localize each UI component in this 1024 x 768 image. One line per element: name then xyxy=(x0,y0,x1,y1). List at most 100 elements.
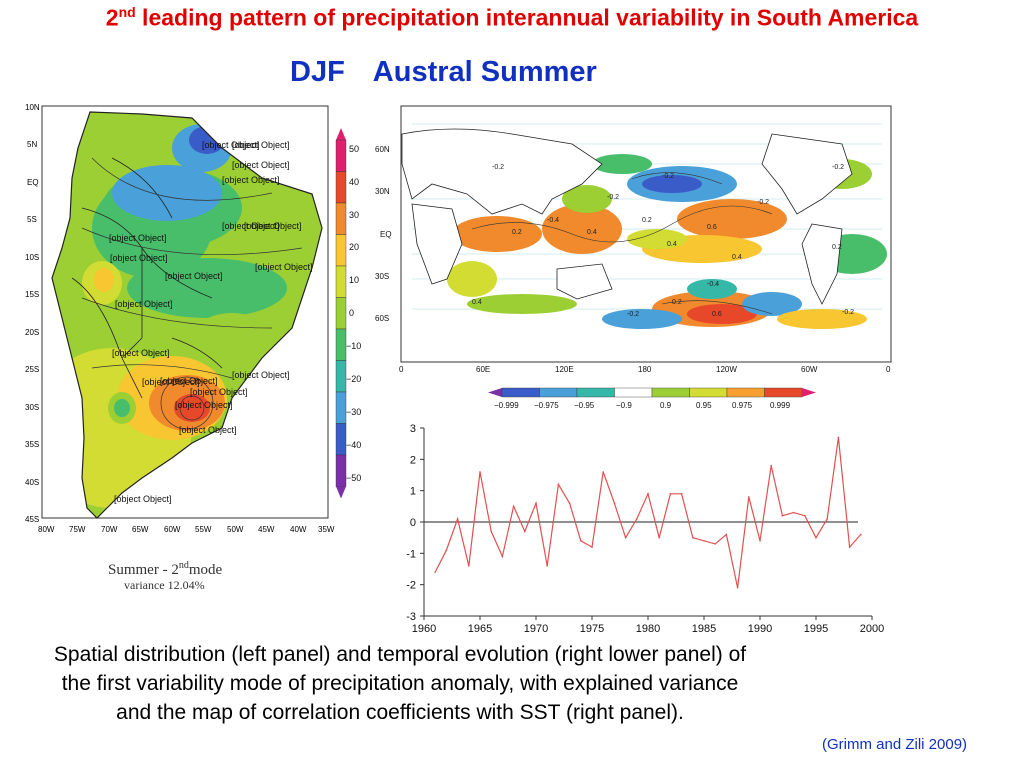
south-america-map: 10N 5N EQ 5S 10S 15S 20S 25S 30S 35S 40S… xyxy=(25,103,335,534)
lat-label: 40S xyxy=(25,478,39,487)
lon-label: 70W xyxy=(101,525,118,534)
data-point xyxy=(557,483,560,486)
colorbar-segment xyxy=(501,387,540,398)
lat-label: 10S xyxy=(25,253,39,262)
x-tick-label: 1995 xyxy=(804,623,828,635)
data-point xyxy=(736,587,739,589)
contour-label: [object Object] xyxy=(114,494,172,504)
colorbar-label: −40 xyxy=(346,440,361,450)
colorbar-segment xyxy=(335,234,347,267)
lat-label: 15S xyxy=(25,290,39,299)
lat-label: EQ xyxy=(380,230,392,239)
x-tick-label: 1965 xyxy=(468,623,492,635)
lat-label: 5S xyxy=(27,215,37,224)
sst-contour-label: 0.2 xyxy=(672,299,682,306)
sst-contour-label: -0.2 xyxy=(662,173,674,180)
y-tick-label: 3 xyxy=(410,423,416,435)
colorbar-label: 50 xyxy=(349,144,359,154)
lon-label: 75W xyxy=(69,525,86,534)
left-lon-labels: 80W 75W 70W 65W 60W 55W 50W 45W 40W 35W xyxy=(38,525,335,534)
australia-outline xyxy=(556,263,613,300)
data-point xyxy=(781,514,784,517)
slide-title: 2nd leading pattern of precipitation int… xyxy=(105,4,919,31)
continents xyxy=(401,128,853,305)
colorbar-arrow-right xyxy=(802,388,816,397)
colorbar-arrow-bottom xyxy=(336,486,346,499)
lat-label: EQ xyxy=(27,178,39,187)
colorbar-segments xyxy=(488,387,816,398)
data-point xyxy=(546,565,548,567)
data-point xyxy=(826,518,828,520)
north-america-outline xyxy=(761,133,853,215)
season-label: DJF xyxy=(290,56,345,88)
colorbar-segments xyxy=(335,128,347,499)
variance-label: variance 12.04% xyxy=(124,578,205,592)
colorbar-label: −0.999 xyxy=(494,401,519,410)
colorbar-label: 30 xyxy=(349,210,359,220)
data-point xyxy=(815,536,817,539)
sst-contour-label: 0.6 xyxy=(712,311,722,318)
data-point xyxy=(479,471,481,473)
data-point xyxy=(613,502,616,504)
x-tick-label: 1980 xyxy=(636,623,660,635)
colorbar-arrow-top xyxy=(336,128,346,140)
colorbar-label: 0 xyxy=(349,308,354,318)
colorbar-label: 10 xyxy=(349,275,359,285)
data-point xyxy=(490,530,492,533)
data-point xyxy=(714,543,716,545)
y-tick-label: 0 xyxy=(410,517,416,529)
colorbar-segment xyxy=(335,297,347,330)
colorbar-segment xyxy=(614,387,653,398)
sst-contour-label: -0.2 xyxy=(607,194,619,201)
data-point xyxy=(535,502,537,504)
lat-label: 30S xyxy=(25,403,39,412)
contour-label: [object Object] xyxy=(255,262,313,272)
contour-label: [object Object] xyxy=(190,387,248,397)
data-point xyxy=(848,546,851,548)
colorbar-label: 20 xyxy=(349,242,359,252)
sst-contour-label: 0.2 xyxy=(832,244,842,251)
sst-contour-label: 0.2 xyxy=(642,217,652,224)
colorbar-label: 40 xyxy=(349,177,359,187)
x-tick-label: 1990 xyxy=(748,623,772,635)
contour-label: [object Object] xyxy=(160,376,218,386)
lon-label: 40W xyxy=(290,525,307,534)
right-lon-labels: 0 60E 120E 180 120W 60W 0 xyxy=(399,365,891,374)
colorbar-segment xyxy=(335,454,347,487)
data-point xyxy=(624,536,627,539)
lon-label: 180 xyxy=(638,365,652,374)
sst-contour-label: 0.4 xyxy=(732,254,742,261)
colorbar-labels: 50 40 30 20 10 0 −10 −20 −30 −40 −50 xyxy=(346,144,361,483)
lon-label: 65W xyxy=(132,525,149,534)
contour-label: [object Object] xyxy=(165,271,223,281)
lat-label: 5N xyxy=(27,140,37,149)
sst-contour-label: -0.2 xyxy=(757,199,769,206)
sst-contour-label: 0.4 xyxy=(587,229,597,236)
sst-contour-label: 0.4 xyxy=(667,241,677,248)
sst-contours xyxy=(471,172,773,315)
data-point xyxy=(591,546,593,548)
lon-label: 50W xyxy=(227,525,244,534)
colorbar-segment xyxy=(726,387,765,398)
lat-label: 35S xyxy=(25,440,39,449)
lat-label: 10N xyxy=(25,103,40,112)
colorbar-arrow-left xyxy=(488,388,502,397)
data-point xyxy=(602,471,604,473)
chart-axes xyxy=(423,428,872,617)
contour-label: [object Object] xyxy=(112,348,170,358)
colorbar-segment xyxy=(335,202,347,235)
colorbar-label: 0.95 xyxy=(696,401,712,410)
colorbar-segment xyxy=(764,387,803,398)
data-point xyxy=(804,514,806,517)
colorbar-label: 0.9 xyxy=(660,401,672,410)
data-point xyxy=(837,436,840,439)
data-point xyxy=(692,536,694,539)
colorbar-label: 0.999 xyxy=(770,401,791,410)
lon-label: 60E xyxy=(476,365,490,374)
figure-caption: Spatial distribution (left panel) and te… xyxy=(53,643,747,724)
x-tick-label: 2000 xyxy=(860,623,884,635)
lat-label: 30S xyxy=(375,272,389,281)
y-tick-label: -2 xyxy=(406,580,416,592)
colorbar-segment xyxy=(335,265,347,298)
